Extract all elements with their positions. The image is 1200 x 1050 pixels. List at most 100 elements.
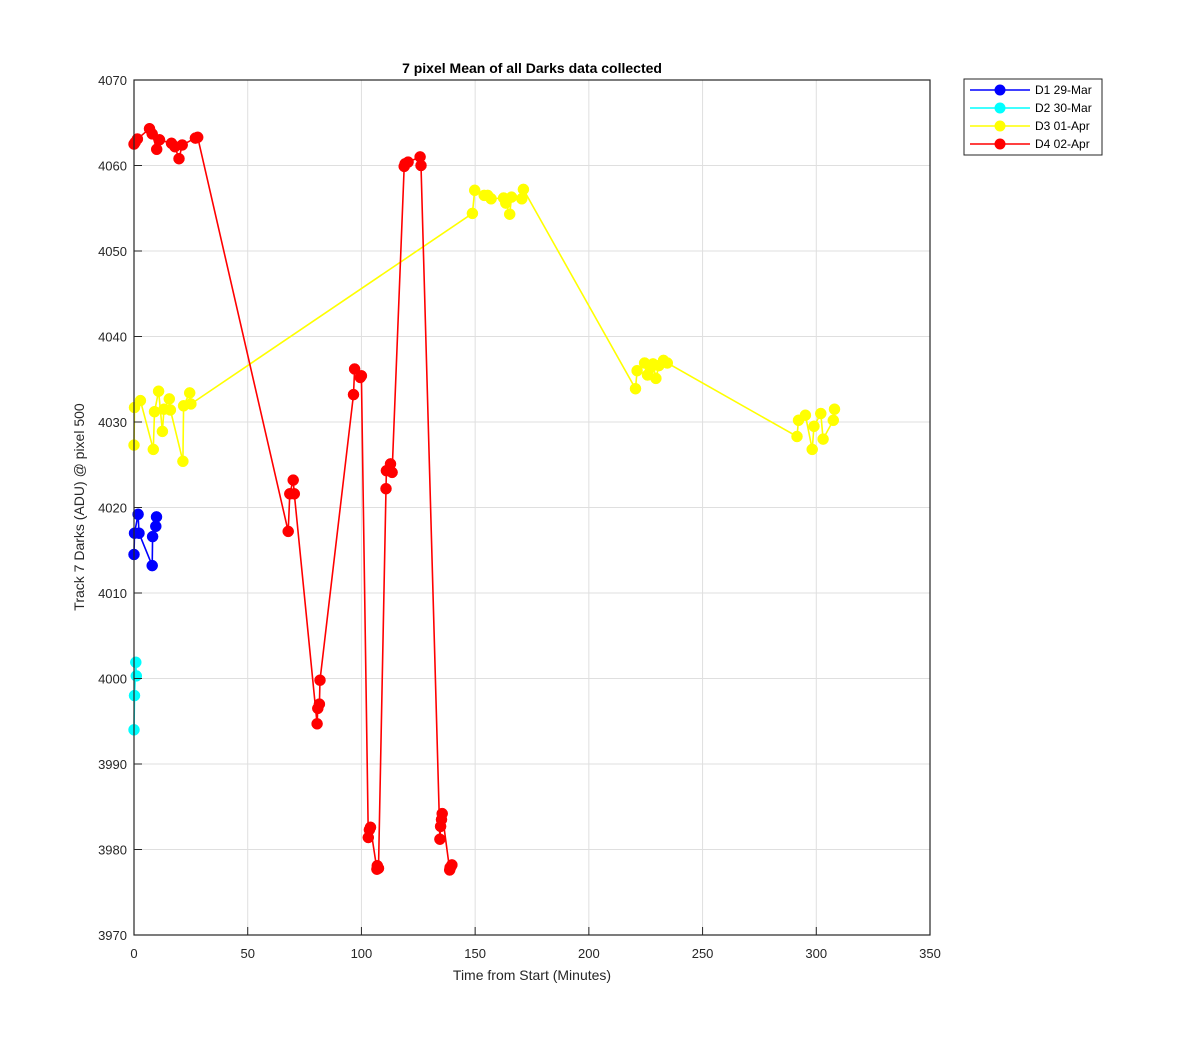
data-point: [355, 370, 368, 382]
data-point: [347, 388, 360, 401]
data-point: [466, 207, 479, 220]
series-1: [128, 508, 163, 572]
legend-marker: [994, 120, 1006, 132]
data-point: [130, 670, 143, 682]
data-point: [156, 425, 169, 438]
legend: D1 29-Mar D2 30-Mar D3 01-Apr D4 02-Apr: [963, 78, 1103, 156]
data-point: [828, 403, 841, 415]
legend-label: D1 29-Mar: [1035, 83, 1092, 97]
legend-item: D1 29-Mar: [970, 83, 1092, 97]
data-point: [503, 208, 516, 220]
data-point: [164, 404, 177, 416]
data-point: [176, 139, 188, 151]
legend-label: D2 30-Mar: [1035, 101, 1092, 115]
legend-item: D3 01-Apr: [970, 119, 1090, 133]
data-point: [282, 525, 294, 538]
grid: [134, 80, 930, 935]
x-tick-label: 150: [464, 946, 486, 961]
y-axis-label: Track 7 Darks (ADU) @ pixel 500: [71, 403, 87, 611]
data-point: [311, 718, 323, 730]
y-tick-label: 4040: [98, 330, 127, 345]
data-point: [402, 156, 414, 168]
data-point: [808, 420, 820, 433]
legend-label: D3 01-Apr: [1035, 119, 1090, 133]
x-tick-label: 100: [351, 946, 373, 961]
data-point: [146, 559, 158, 572]
data-point: [177, 455, 189, 468]
data-point: [485, 193, 497, 205]
data-point: [436, 807, 448, 820]
legend-label: D4 02-Apr: [1035, 137, 1090, 151]
data-point: [288, 488, 301, 500]
data-point: [661, 357, 674, 369]
y-tick-label: 3990: [98, 757, 127, 772]
data-point: [516, 193, 528, 205]
data-point: [815, 407, 827, 420]
y-tick-label: 4010: [98, 586, 127, 601]
data-point: [173, 152, 185, 165]
data-point: [364, 821, 377, 834]
data-point: [132, 508, 144, 521]
legend-marker: [994, 102, 1006, 114]
data-point: [183, 387, 196, 399]
data-point: [134, 394, 147, 407]
data-point: [791, 430, 803, 443]
data-point: [631, 364, 643, 377]
data-point: [287, 474, 299, 486]
data-point: [629, 382, 642, 395]
x-axis-label: Time from Start (Minutes): [453, 967, 611, 983]
series-3: [128, 183, 841, 468]
data-point: [650, 372, 662, 385]
legend-item: D4 02-Apr: [970, 137, 1090, 151]
data-point: [153, 134, 166, 146]
data-point: [313, 698, 326, 710]
series-2: [128, 656, 143, 736]
data-point: [517, 183, 530, 196]
data-point: [314, 674, 326, 686]
y-tick-label: 3980: [98, 843, 127, 858]
data-point: [148, 405, 161, 418]
data-point: [827, 414, 840, 427]
data-point: [415, 159, 427, 172]
data-point: [130, 656, 142, 669]
data-point: [152, 385, 165, 397]
x-tick-label: 200: [578, 946, 600, 961]
y-tick-label: 3970: [98, 928, 127, 943]
legend-item: D2 30-Mar: [970, 101, 1092, 115]
series-layer: [128, 122, 841, 876]
data-point: [817, 433, 829, 445]
x-tick-label: 50: [240, 946, 254, 961]
data-point: [380, 482, 392, 495]
y-tick-label: 4050: [98, 244, 127, 259]
data-point: [468, 184, 481, 197]
data-point: [146, 530, 159, 543]
data-point: [446, 859, 458, 871]
y-tick-label: 4030: [98, 415, 127, 430]
legend-box: [963, 78, 1103, 156]
series-4: [128, 122, 458, 876]
series-line: [133, 187, 836, 462]
x-tick-label: 300: [805, 946, 827, 961]
y-tick-label: 4000: [98, 672, 127, 687]
data-point: [386, 466, 398, 479]
y-tick-label: 4060: [98, 159, 127, 174]
data-point: [147, 443, 160, 456]
ticks: 0 50 100 150 200 250 300 350 3970 3980 3990 4000 401…: [98, 73, 941, 961]
x-tick-label: 250: [692, 946, 714, 961]
legend-marker: [994, 84, 1006, 96]
data-point: [150, 511, 163, 523]
x-tick-label: 0: [130, 946, 137, 961]
chart-title: 7 pixel Mean of all Darks data collected: [402, 60, 662, 76]
data-point: [806, 443, 818, 456]
data-point: [372, 862, 385, 875]
data-point: [191, 131, 204, 144]
y-tick-label: 4070: [98, 73, 127, 88]
y-tick-label: 4020: [98, 501, 127, 516]
data-point: [133, 527, 145, 539]
data-point: [505, 191, 518, 203]
x-tick-label: 350: [919, 946, 941, 961]
legend-marker: [994, 138, 1006, 150]
data-point: [185, 398, 197, 410]
data-point: [799, 409, 812, 421]
